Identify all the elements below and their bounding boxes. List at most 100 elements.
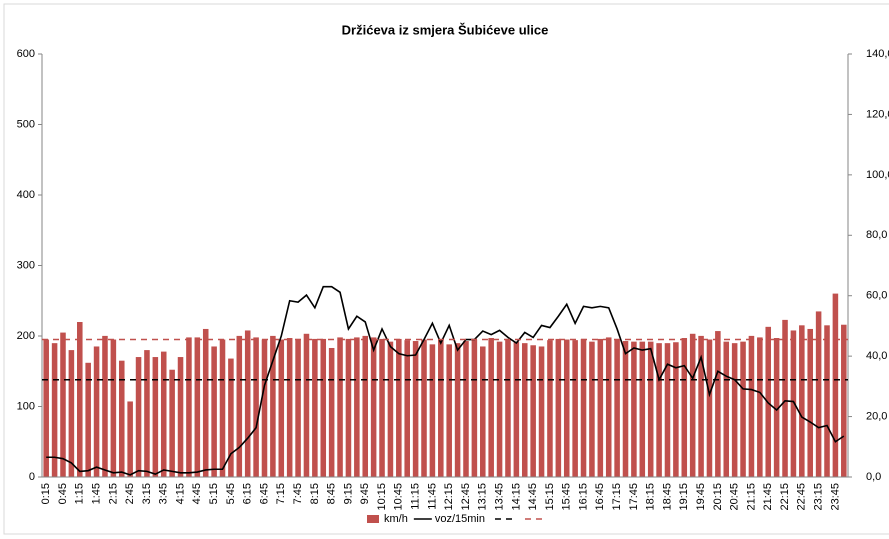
x-tick-label: 9:45 — [359, 483, 371, 504]
bar — [295, 338, 301, 477]
x-tick-label: 15:45 — [561, 483, 573, 511]
x-tick-label: 10:45 — [393, 483, 405, 511]
legend-swatch — [367, 515, 379, 523]
bar — [118, 360, 125, 477]
bar — [253, 337, 259, 477]
bar — [93, 346, 100, 477]
x-tick-label: 12:45 — [460, 483, 472, 511]
legend-label: voz/15min — [435, 513, 485, 525]
bar — [563, 339, 570, 477]
x-tick-label: 10:15 — [376, 483, 388, 511]
x-tick-label: 12:15 — [443, 483, 455, 511]
bar — [597, 338, 604, 477]
bar — [328, 347, 335, 477]
y2-tick-label: 20,0 — [866, 410, 887, 422]
bar — [480, 346, 486, 477]
bar — [605, 337, 612, 477]
x-tick-label: 3:15 — [141, 483, 153, 504]
bar — [589, 341, 595, 477]
bar — [530, 345, 536, 477]
x-tick-label: 1:15 — [74, 483, 86, 504]
bar — [446, 344, 452, 477]
y-tick-label: 400 — [17, 189, 35, 201]
bar — [286, 338, 293, 477]
bar — [85, 362, 91, 477]
bar — [135, 357, 142, 477]
bar — [202, 328, 209, 477]
x-tick-label: 16:15 — [577, 483, 589, 511]
bar — [815, 311, 822, 477]
x-tick-label: 9:15 — [342, 483, 354, 504]
bar — [824, 325, 830, 477]
x-tick-label: 14:45 — [527, 483, 539, 511]
x-tick-label: 8:45 — [326, 483, 338, 504]
y2-tick-label: 60,0 — [866, 290, 887, 302]
bar — [404, 340, 410, 477]
bar — [438, 339, 444, 477]
chart-title: Držićeva iz smjera Šubićeve ulice — [342, 22, 549, 37]
bar — [429, 344, 436, 477]
bar — [387, 341, 394, 477]
bar — [513, 341, 520, 477]
bar — [496, 341, 503, 477]
bar — [841, 324, 847, 477]
bar — [186, 337, 192, 477]
bar — [673, 342, 679, 477]
bar — [194, 337, 201, 477]
line — [46, 285, 845, 476]
bar — [521, 343, 528, 477]
x-tick-label: 0:15 — [40, 483, 52, 504]
bar — [572, 340, 578, 477]
bar — [757, 337, 763, 477]
bar — [177, 357, 184, 477]
y-tick-label: 200 — [17, 330, 35, 342]
bar — [647, 341, 654, 477]
bar — [740, 341, 746, 477]
y2-tick-label: 0,0 — [866, 471, 881, 483]
bar — [639, 341, 646, 477]
bar — [782, 319, 788, 477]
bar — [261, 339, 268, 477]
bar — [832, 293, 839, 477]
bar — [505, 338, 511, 477]
y-tick-label: 500 — [17, 118, 35, 130]
bar — [631, 341, 637, 477]
x-tick-label: 23:15 — [813, 483, 825, 511]
x-tick-label: 23:45 — [829, 483, 841, 511]
bar — [144, 350, 150, 477]
bar — [345, 338, 352, 477]
bar — [790, 330, 797, 477]
legend-label: km/h — [384, 513, 408, 525]
bar — [681, 338, 688, 477]
x-tick-label: 5:45 — [225, 483, 237, 504]
x-tick-label: 2:45 — [124, 483, 136, 504]
x-tick-label: 20:15 — [712, 483, 724, 511]
bar — [547, 340, 553, 477]
bar — [412, 341, 419, 477]
bar — [748, 335, 755, 477]
bar — [396, 338, 402, 477]
x-tick-label: 21:15 — [745, 483, 757, 511]
bar — [773, 338, 780, 477]
bar — [77, 322, 83, 477]
bar — [664, 343, 671, 477]
bar — [51, 343, 58, 477]
bar — [68, 350, 75, 477]
x-tick-label: 6:45 — [258, 483, 270, 504]
bar — [622, 341, 629, 477]
x-tick-label: 2:15 — [107, 483, 119, 504]
x-tick-label: 4:15 — [174, 483, 186, 504]
bar — [270, 335, 276, 477]
x-tick-label: 18:45 — [661, 483, 673, 511]
bar — [211, 346, 217, 477]
x-tick-label: 19:15 — [678, 483, 690, 511]
bar — [278, 339, 285, 477]
x-tick-label: 18:15 — [645, 483, 657, 511]
bar — [60, 332, 66, 477]
bar — [362, 335, 369, 477]
y2-tick-label: 40,0 — [866, 350, 887, 362]
x-tick-label: 22:45 — [796, 483, 808, 511]
x-tick-label: 16:45 — [594, 483, 606, 511]
x-tick-label: 7:45 — [292, 483, 304, 504]
